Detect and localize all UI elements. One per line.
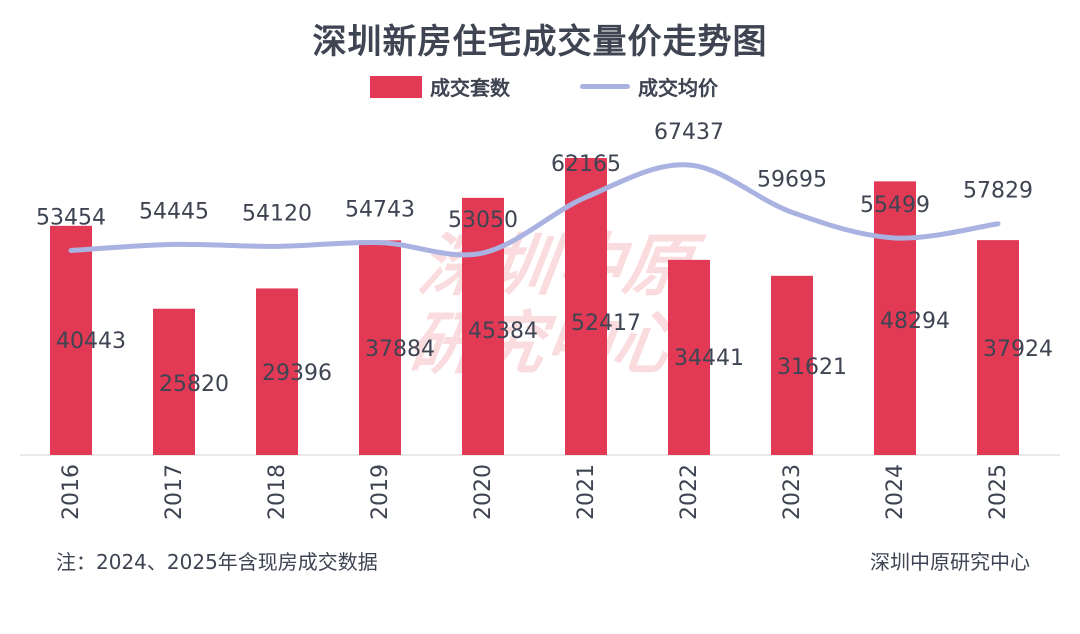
footnote: 注：2024、2025年含现房成交数据 — [56, 550, 378, 574]
price-label-2025: 57829 — [963, 179, 1033, 204]
legend: 成交套数 成交均价 — [370, 72, 718, 101]
volume-label-2018: 29396 — [262, 361, 332, 386]
bar-2019 — [359, 240, 401, 455]
x-tick-2025: 2025 — [986, 464, 1011, 520]
price-label-2016: 53454 — [36, 205, 106, 230]
volume-label-2019: 37884 — [365, 337, 435, 362]
volume-label-2020: 45384 — [468, 319, 538, 344]
x-tick-2019: 2019 — [368, 464, 393, 520]
price-label-2020: 53050 — [448, 208, 518, 233]
x-tick-2020: 2020 — [471, 464, 496, 520]
volume-label-2016: 40443 — [56, 329, 126, 354]
legend-bar-label: 成交套数 — [430, 76, 510, 100]
price-label-2019: 54743 — [345, 198, 415, 223]
legend-bar-swatch — [370, 75, 422, 98]
price-line — [68, 162, 1001, 258]
x-tick-2024: 2024 — [883, 464, 908, 520]
bar-2016 — [50, 225, 92, 455]
bar-2024 — [874, 181, 916, 455]
volume-label-2021: 52417 — [571, 311, 641, 336]
bar-2020 — [462, 197, 504, 456]
x-tick-2021: 2021 — [574, 464, 599, 520]
price-label-2024: 55499 — [860, 193, 930, 218]
price-label-2017: 54445 — [139, 199, 209, 224]
bar-2023 — [771, 275, 813, 455]
x-tick-2016: 2016 — [59, 464, 84, 520]
x-tick-2023: 2023 — [780, 464, 805, 520]
volume-label-2017: 25820 — [159, 372, 229, 397]
bar-2018 — [256, 288, 298, 455]
bar-2021 — [565, 158, 607, 455]
x-tick-2022: 2022 — [677, 464, 702, 520]
x-tick-2017: 2017 — [162, 464, 187, 520]
x-tick-2018: 2018 — [265, 464, 290, 520]
legend-item-bar: 成交套数 — [370, 72, 510, 101]
price-label-2022: 67437 — [654, 120, 724, 145]
legend-item-line: 成交均价 — [580, 72, 718, 101]
source-label: 深圳中原研究中心 — [870, 550, 1030, 574]
volume-label-2022: 34441 — [674, 346, 744, 371]
chart-title: 深圳新房住宅成交量价走势图 — [312, 22, 768, 62]
volume-label-2024: 48294 — [880, 309, 950, 334]
bar-2025 — [977, 240, 1019, 455]
price-label-2018: 54120 — [242, 201, 312, 226]
bar-2022 — [668, 259, 710, 455]
price-label-2023: 59695 — [757, 167, 827, 192]
legend-line-swatch — [580, 84, 630, 89]
bar-2017 — [153, 308, 195, 455]
volume-label-2023: 31621 — [777, 355, 847, 380]
volume-label-2025: 37924 — [983, 337, 1053, 362]
price-label-2021: 62165 — [551, 152, 621, 177]
legend-line-label: 成交均价 — [638, 76, 718, 100]
